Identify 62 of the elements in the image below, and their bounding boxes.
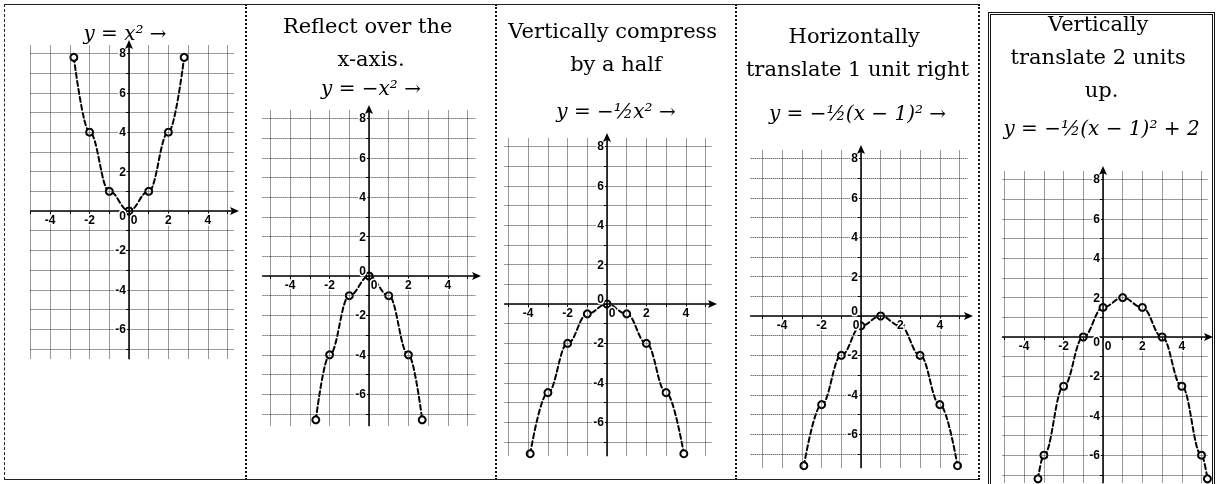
- y-tick-label: 6: [597, 178, 605, 193]
- chart-title: Vertically compress by a half: [507, 18, 724, 76]
- y-tick-label: -2: [1089, 369, 1101, 384]
- y-tick-label: 2: [119, 164, 127, 179]
- y-tick-label: 6: [1093, 211, 1101, 226]
- x-tick-label: 4: [204, 213, 212, 227]
- y-tick-label: 8: [851, 151, 859, 166]
- y-tick-label: 8: [1093, 172, 1101, 187]
- y-tick-label: -2: [115, 243, 127, 258]
- x-tick-label: 0: [608, 306, 616, 320]
- y-tick-label: 6: [119, 85, 127, 100]
- y-tick-label: 4: [851, 230, 859, 245]
- y-tick-label: 2: [1093, 290, 1101, 305]
- y-tick-label: 6: [851, 190, 859, 205]
- y-tick-label: -6: [593, 415, 605, 430]
- x-tick-label: 0: [370, 278, 378, 292]
- x-tick-label: 4: [1178, 339, 1186, 353]
- chart-title: Vertically translate 2 units up.: [1010, 11, 1193, 102]
- x-tick-label: -2: [562, 306, 574, 320]
- y-tick-label: 4: [359, 190, 367, 205]
- y-tick-label: 4: [119, 125, 127, 140]
- x-tick-label: -4: [522, 306, 534, 320]
- y-tick-label: 0: [597, 292, 605, 306]
- y-tick-label: 8: [359, 111, 367, 126]
- x-tick-label: -2: [1058, 339, 1070, 353]
- y-tick-label: -6: [115, 322, 127, 337]
- x-tick-label: 2: [165, 213, 173, 227]
- chart-subtitle: y = −½(x − 1)² + 2: [1002, 116, 1200, 140]
- y-tick-label: -6: [847, 427, 859, 442]
- y-tick-label: 8: [119, 46, 127, 61]
- x-tick-label: -4: [1018, 339, 1030, 353]
- chart-subtitle: y = −½(x − 1)² →: [767, 101, 947, 125]
- chart-subtitle: y = −½x² →: [555, 99, 676, 123]
- y-tick-label: -4: [847, 387, 859, 402]
- x-tick-label: -4: [284, 278, 296, 292]
- y-tick-label: 4: [1093, 251, 1101, 266]
- x-tick-label: 0: [1104, 339, 1112, 353]
- chart-title: Horizontally translate 1 unit right: [745, 23, 970, 81]
- x-tick-label: 4: [444, 278, 452, 292]
- x-tick-label: -2: [816, 318, 828, 332]
- x-tick-label: 2: [405, 278, 413, 292]
- x-tick-label: -2: [84, 213, 96, 227]
- y-tick-label: 0: [359, 264, 367, 278]
- x-tick-label: -4: [776, 318, 788, 332]
- y-tick-label: -6: [355, 387, 367, 402]
- chart-subtitle: y = −x² →: [320, 76, 422, 100]
- y-tick-label: -4: [593, 375, 605, 390]
- y-tick-label: 6: [359, 150, 367, 165]
- y-tick-label: 8: [597, 139, 605, 154]
- x-tick-label: -4: [44, 213, 56, 227]
- x-tick-label: 4: [682, 306, 690, 320]
- chart-subtitle: y = x² →: [82, 21, 167, 45]
- x-tick-label: 0: [130, 213, 138, 227]
- x-tick-label: 2: [643, 306, 651, 320]
- y-tick-label: 2: [597, 257, 605, 272]
- y-tick-label: -6: [1089, 448, 1101, 463]
- x-tick-label: 2: [1139, 339, 1147, 353]
- y-tick-label: -4: [1089, 408, 1101, 423]
- x-tick-label: 4: [936, 318, 944, 332]
- y-tick-label: 2: [359, 229, 367, 244]
- x-tick-label: -2: [324, 278, 336, 292]
- chart-title: Reflect over the x-axis.: [282, 13, 460, 71]
